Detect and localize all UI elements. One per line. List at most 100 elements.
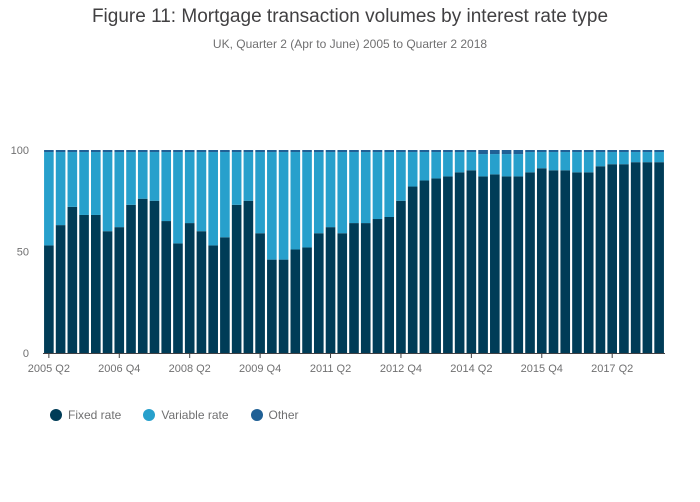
- bar-segment-variable: [325, 152, 336, 228]
- bar-segment-variable: [572, 152, 582, 173]
- bar-segment-variable: [149, 152, 160, 201]
- bar-segment-fixed: [466, 170, 477, 353]
- bar-segment-fixed: [607, 164, 617, 353]
- bar-segment-other: [642, 150, 653, 153]
- bar-segment-variable: [267, 152, 277, 260]
- bar-segment-variable: [642, 152, 653, 163]
- bar-segment-fixed: [137, 198, 148, 353]
- bar-segment-variable: [372, 152, 383, 220]
- bar-segment-other: [572, 150, 582, 153]
- bar-segment-fixed: [220, 237, 230, 353]
- bar-segment-other: [583, 150, 594, 153]
- bar-segment-fixed: [55, 225, 66, 353]
- bar-segment-fixed: [536, 168, 547, 353]
- bar-segment-fixed: [126, 204, 136, 353]
- bar-segment-other: [325, 150, 336, 153]
- bar-segment-other: [91, 150, 101, 153]
- bar-segment-other: [548, 150, 559, 153]
- bar-segment-variable: [384, 152, 395, 217]
- bar-segment-other: [184, 150, 195, 153]
- bar-segment-fixed: [184, 223, 195, 353]
- bar-segment-variable: [126, 152, 136, 205]
- bar-segment-variable: [114, 152, 125, 228]
- bar-segment-fixed: [290, 249, 301, 353]
- bar-segment-fixed: [630, 162, 641, 353]
- bar-segment-fixed: [513, 176, 524, 353]
- bar-segment-variable: [443, 152, 453, 177]
- bar-segment-other: [55, 150, 66, 153]
- bar-segment-other: [278, 150, 289, 153]
- bar-segment-fixed: [349, 223, 359, 353]
- bar-segment-fixed: [454, 172, 465, 353]
- bar-segment-other: [67, 150, 78, 153]
- legend: Fixed rate Variable rate Other: [50, 408, 299, 422]
- bar-segment-variable: [161, 152, 172, 222]
- bar-segment-other: [490, 150, 500, 155]
- bar-segment-other: [220, 150, 230, 153]
- bar-segment-other: [208, 150, 218, 153]
- bar-segment-other: [149, 150, 160, 153]
- bar-segment-variable: [79, 152, 89, 215]
- bar-segment-other: [102, 150, 113, 153]
- bar-segment-fixed: [595, 166, 606, 353]
- bar-segment-fixed: [443, 176, 453, 353]
- bar-segment-other: [337, 150, 348, 153]
- bar-segment-fixed: [560, 170, 571, 353]
- bar-segment-variable: [91, 152, 101, 215]
- legend-item-variable[interactable]: Variable rate: [143, 408, 229, 422]
- y-tick-label: 100: [11, 145, 29, 157]
- bar-segment-fixed: [337, 233, 348, 353]
- bar-segment-variable: [501, 154, 512, 177]
- bar-segment-fixed: [384, 216, 395, 353]
- bar-segment-other: [360, 150, 371, 153]
- bar-segment-other: [349, 150, 359, 153]
- bar-segment-fixed: [572, 172, 582, 353]
- bar-segment-variable: [278, 152, 289, 260]
- bar-segment-variable: [630, 152, 641, 163]
- bar-segment-fixed: [525, 172, 535, 353]
- bar-segment-fixed: [278, 259, 289, 353]
- bar-segment-fixed: [654, 162, 664, 353]
- bar-segment-fixed: [102, 231, 113, 353]
- bar-segment-variable: [67, 152, 78, 207]
- bar-segment-variable: [255, 152, 265, 234]
- chart-title: Figure 11: Mortgage transaction volumes …: [91, 6, 609, 27]
- bar-segment-variable: [607, 152, 617, 165]
- bar-segment-variable: [419, 152, 430, 181]
- bar-segment-other: [173, 150, 183, 153]
- bar-segment-variable: [407, 152, 418, 187]
- legend-label-fixed: Fixed rate: [68, 408, 122, 422]
- bar-segment-fixed: [173, 243, 183, 353]
- bar-segment-other: [536, 150, 547, 153]
- x-tick-label: 2014 Q2: [450, 363, 492, 375]
- bar-segment-other: [243, 150, 254, 153]
- bar-segment-other: [79, 150, 89, 153]
- x-tick-label: 2009 Q4: [239, 363, 281, 375]
- bar-segment-variable: [208, 152, 218, 246]
- bar-segment-fixed: [478, 176, 488, 353]
- bar-segment-other: [619, 150, 629, 153]
- legend-label-variable: Variable rate: [161, 408, 229, 422]
- bar-segment-fixed: [208, 245, 218, 353]
- bar-segment-other: [302, 150, 312, 153]
- bar-segment-fixed: [79, 214, 89, 353]
- bar-segment-other: [255, 150, 265, 153]
- bar-segment-variable: [595, 152, 606, 167]
- legend-item-fixed[interactable]: Fixed rate: [50, 408, 121, 422]
- bar-segment-fixed: [302, 247, 312, 353]
- legend-swatch-fixed: [50, 409, 62, 421]
- bar-segment-variable: [302, 152, 312, 248]
- bar-segment-variable: [654, 152, 664, 163]
- bar-segment-variable: [360, 152, 371, 224]
- bar-segment-other: [126, 150, 136, 153]
- bar-segment-variable: [102, 152, 113, 232]
- bar-segment-other: [454, 150, 465, 153]
- bar-segment-variable: [536, 152, 547, 169]
- bar-segment-variable: [513, 154, 524, 177]
- bar-segment-fixed: [419, 180, 430, 353]
- bar-segment-fixed: [372, 219, 383, 353]
- legend-item-other[interactable]: Other: [250, 408, 299, 422]
- x-tick-label: 2012 Q4: [380, 363, 422, 375]
- bar-segment-fixed: [161, 221, 172, 353]
- legend-label-other: Other: [268, 408, 299, 422]
